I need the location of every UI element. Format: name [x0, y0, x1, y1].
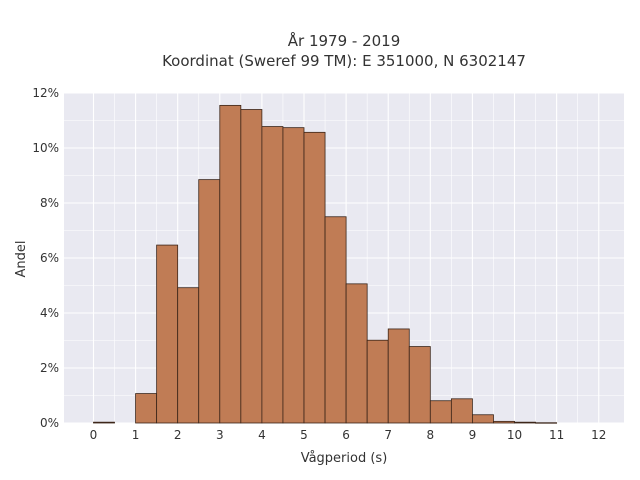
y-axis-label: Andel — [14, 241, 29, 278]
histogram-bar — [198, 179, 221, 424]
x-tick-label: 3 — [216, 428, 224, 442]
histogram-bar — [472, 414, 494, 424]
histogram-bar — [493, 420, 515, 424]
histogram-bar — [387, 328, 410, 424]
y-tick-label: 8% — [40, 196, 59, 210]
y-tick-label: 10% — [32, 141, 59, 155]
chart-title-line2: Koordinat (Sweref 99 TM): E 351000, N 63… — [162, 52, 526, 70]
x-tick-label: 4 — [258, 428, 266, 442]
histogram-bar — [366, 339, 389, 424]
x-tick-label: 2 — [174, 428, 182, 442]
x-tick-label: 10 — [507, 428, 522, 442]
histogram-bar — [450, 398, 473, 424]
x-tick-label: 6 — [342, 428, 350, 442]
histogram-bar — [535, 422, 558, 424]
histogram-bar — [429, 400, 452, 424]
x-tick-label: 1 — [132, 428, 140, 442]
y-tick-label: 12% — [32, 86, 59, 100]
y-tick-label: 6% — [40, 251, 59, 265]
y-tick-label: 2% — [40, 361, 59, 375]
histogram-bar — [303, 131, 326, 424]
y-tick-label: 0% — [40, 416, 59, 430]
x-tick-label: 5 — [300, 428, 308, 442]
histogram-bar — [156, 244, 179, 424]
histogram-bar — [514, 421, 536, 424]
x-tick-labels: 0 1 2 3 4 5 6 7 8 9 10 11 12 — [90, 428, 607, 442]
histogram-bar — [219, 104, 242, 424]
histogram-bar — [177, 287, 200, 424]
histogram-bar — [282, 127, 305, 424]
x-axis-label: Vågperiod (s) — [301, 451, 388, 466]
histogram-bar — [261, 126, 284, 424]
histogram-bar — [345, 283, 368, 424]
x-tick-label: 0 — [90, 428, 98, 442]
y-tick-label: 4% — [40, 306, 59, 320]
histogram-bar — [240, 109, 263, 424]
x-tick-label: 7 — [384, 428, 392, 442]
x-tick-label: 9 — [469, 428, 477, 442]
x-tick-label: 11 — [549, 428, 564, 442]
bar-series — [93, 104, 558, 424]
histogram-bar — [324, 216, 347, 424]
x-tick-label: 8 — [426, 428, 434, 442]
y-tick-labels: 0% 2% 4% 6% 8% 10% 12% — [32, 86, 59, 430]
histogram-bar — [408, 346, 431, 424]
histogram-bar — [93, 421, 115, 424]
chart-title-line1: År 1979 - 2019 — [288, 31, 401, 50]
x-tick-label: 12 — [591, 428, 606, 442]
histogram-bar — [135, 393, 158, 424]
